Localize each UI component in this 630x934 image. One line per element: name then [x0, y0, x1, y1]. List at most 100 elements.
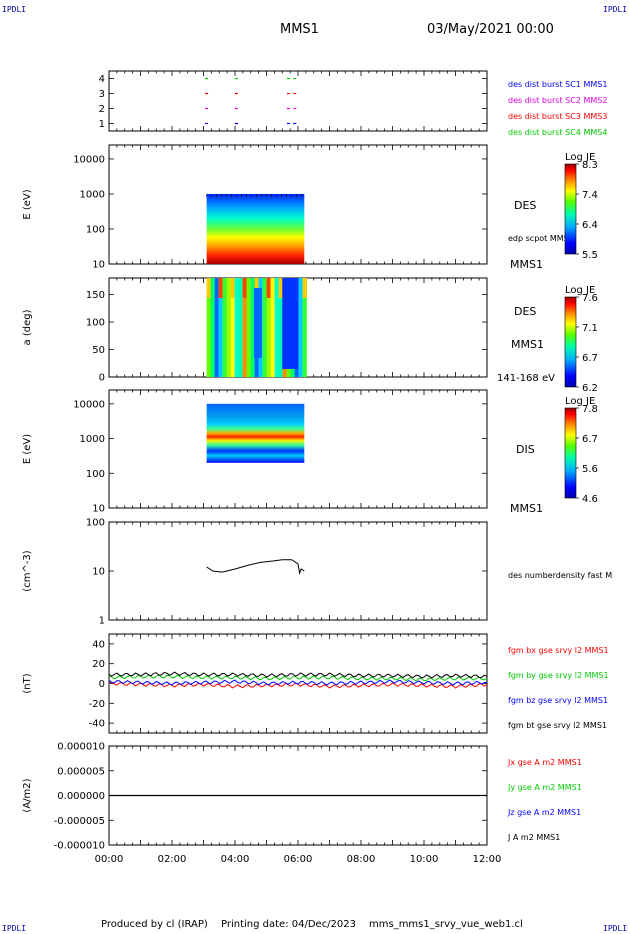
footer-printing-date: Printing date: 04/Dec/2023 — [221, 919, 357, 930]
pitch-angle-blue-gap — [282, 278, 299, 369]
corner-mark-bottom-right: IPDLI — [603, 924, 628, 933]
corner-mark-bottom-left: IPDLI — [2, 924, 27, 933]
dis-energy-y-tick-label: 10000 — [73, 399, 105, 410]
des-energy-y-tick-label: 10000 — [73, 154, 105, 165]
des-pitch-mms-label: MMS1 — [511, 338, 544, 351]
des-energy-scpot-label: edp scpot MMS1 — [508, 234, 574, 243]
des-pitch-y-tick-label: 50 — [92, 345, 105, 356]
bfield-legend-entry: fgm bz gse srvy l2 MMS1 — [508, 696, 608, 705]
pitch-angle-column — [206, 278, 211, 377]
pitch-angle-column — [266, 278, 271, 377]
des-pitch-colorbar-tick-label: 6.2 — [582, 383, 598, 394]
dis-energy-colorbar — [564, 407, 577, 499]
burst-legend-entry: des dist burst SC1 MMS1 — [508, 80, 607, 89]
bfield-series-by — [108, 674, 488, 682]
current-legend-entry: Jx gse A m2 MMS1 — [507, 758, 582, 767]
pitch-angle-column — [298, 278, 303, 377]
dis-energy-label: DIS — [516, 443, 535, 456]
burst-legend-entry: des dist burst SC4 MMS4 — [508, 128, 607, 137]
dis-energy-mms-label: MMS1 — [510, 502, 543, 515]
pitch-angle-column — [226, 278, 231, 377]
pitch-angle-column — [250, 278, 255, 377]
dis-energy-y-tick-label: 100 — [86, 469, 105, 480]
dis-energy-spectrogram — [206, 403, 305, 463]
density-legend-entry: des numberdensity fast M — [508, 571, 612, 580]
x-tick-label: 06:00 — [284, 854, 313, 865]
des-energy-colorbar — [564, 163, 577, 255]
des-pitch-colorbar-tick-label: 6.7 — [582, 353, 598, 364]
dis-energy-colorbar-title: Log JE — [565, 396, 595, 407]
bfield-series-bz — [108, 679, 487, 686]
x-tick-label: 08:00 — [347, 854, 376, 865]
des-energy-colorbar-tick-label: 6.4 — [582, 220, 598, 231]
des-pitch-y-tick-label: 0 — [99, 373, 105, 384]
pitch-angle-top-band — [230, 278, 235, 298]
dis-energy-y-tick-label: 10 — [92, 504, 105, 515]
burst-legend-entry: des dist burst SC3 MMS3 — [508, 112, 607, 121]
pitch-angle-column — [234, 278, 239, 377]
bfield-series-bt — [108, 671, 488, 679]
current-ylabel: (A/m2) — [22, 778, 33, 812]
x-tick-label: 10:00 — [410, 854, 439, 865]
footer-filename: mms_mms1_srvy_vue_web1.cl — [369, 919, 523, 930]
des-pitch-colorbar-tick-label: 7.6 — [582, 293, 598, 304]
des-energy-colorbar-title: Log JE — [565, 152, 595, 163]
bfield-ylabel: (nT) — [22, 673, 33, 693]
current-legend-entry: Jy gse A m2 MMS1 — [507, 783, 582, 792]
pitch-angle-top-band — [266, 278, 271, 298]
current-legend-entry: Jz gse A m2 MMS1 — [507, 808, 581, 817]
density-ylabel: (cm^-3) — [22, 550, 33, 591]
bfield-y-tick-label: 20 — [92, 659, 105, 670]
x-tick-label: 02:00 — [158, 854, 187, 865]
panel-frame-burst — [108, 70, 488, 132]
pitch-angle-column — [274, 278, 279, 377]
current-y-tick-label: 0.000005 — [57, 766, 105, 777]
pitch-angle-column — [230, 278, 235, 377]
current-y-tick-label: 0.000010 — [57, 742, 105, 753]
pitch-angle-top-band — [302, 278, 307, 298]
des-energy-colorbar-tick-label: 7.4 — [582, 190, 598, 201]
des-energy-label: DES — [514, 199, 536, 212]
des-pitch-colorbar-tick-label: 7.1 — [582, 323, 598, 334]
pitch-angle-top-band — [242, 278, 247, 298]
density-line — [206, 559, 305, 576]
dis-energy-colorbar-tick-label: 5.6 — [582, 464, 598, 475]
des-energy-colorbar-tick-label: 8.3 — [582, 160, 598, 171]
mission-title: MMS1 — [280, 22, 319, 37]
des-energy-ylabel: E (eV) — [22, 189, 33, 219]
dis-energy-y-tick-label: 1000 — [80, 434, 105, 445]
dis-energy-colorbar-tick-label: 4.6 — [582, 494, 598, 505]
current-legend-entry: J A m2 MMS1 — [507, 833, 560, 842]
x-tick-label: 04:00 — [221, 854, 250, 865]
des-energy-y-tick-label: 10 — [92, 260, 105, 271]
des-pitch-colorbar — [564, 296, 577, 388]
corner-mark-top-right: IPDLI — [603, 5, 628, 14]
des-energy-y-tick-label: 100 — [86, 224, 105, 235]
pitch-angle-column — [270, 278, 275, 377]
des-energy-mms-label: MMS1 — [510, 258, 543, 271]
pitch-angle-column — [302, 278, 307, 377]
plot-datetime: 03/May/2021 00:00 — [427, 22, 554, 37]
bfield-y-tick-label: -20 — [89, 699, 105, 710]
pitch-angle-column — [242, 278, 247, 377]
bfield-y-tick-label: 40 — [92, 639, 105, 650]
des-energy-colorbar-tick-label: 5.5 — [582, 250, 598, 261]
des-pitch-ylabel: a (deg) — [22, 309, 33, 345]
current-y-tick-label: -0.000010 — [54, 841, 105, 852]
bfield-legend-entry: fgm by gse srvy l2 MMS1 — [508, 671, 609, 680]
panel-frame-density — [108, 521, 488, 621]
density-y-tick-label: 10 — [92, 567, 105, 578]
density-y-tick-label: 1 — [99, 616, 105, 627]
des-energy-y-tick-label: 1000 — [80, 189, 105, 200]
pitch-angle-blue-gap — [253, 288, 262, 358]
burst-y-tick-label: 2 — [99, 104, 105, 115]
bfield-legend-entry: fgm bt gse srvy l2 MMS1 — [508, 721, 607, 730]
pitch-angle-column — [246, 278, 251, 377]
pitch-angle-top-band — [278, 278, 283, 298]
pitch-angle-column — [238, 278, 243, 377]
corner-mark-top-left: IPDLI — [2, 5, 27, 14]
pitch-angle-column — [278, 278, 283, 377]
dis-energy-colorbar-tick-label: 7.8 — [582, 404, 598, 415]
bfield-y-tick-label: -40 — [89, 719, 105, 730]
pitch-angle-top-band — [218, 278, 223, 298]
